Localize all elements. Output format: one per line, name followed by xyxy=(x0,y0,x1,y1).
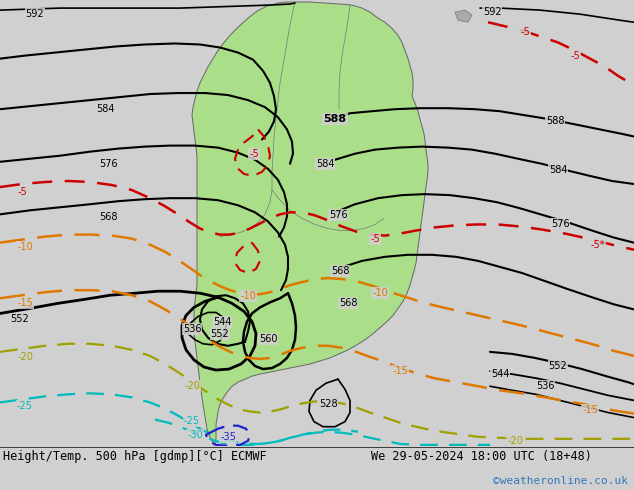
Text: -10: -10 xyxy=(240,291,256,301)
Text: -5: -5 xyxy=(520,27,530,37)
Polygon shape xyxy=(192,2,428,445)
Text: 560: 560 xyxy=(259,334,277,343)
Text: 544: 544 xyxy=(213,317,231,326)
Text: 576: 576 xyxy=(99,159,117,169)
Text: -10: -10 xyxy=(17,242,33,252)
Text: 552: 552 xyxy=(210,329,230,339)
Text: 588: 588 xyxy=(323,114,347,124)
Text: 576: 576 xyxy=(551,220,569,229)
Text: -25: -25 xyxy=(184,416,200,426)
Text: -20: -20 xyxy=(17,352,33,362)
Text: -5*: -5* xyxy=(591,240,605,250)
Text: 568: 568 xyxy=(99,212,117,222)
Polygon shape xyxy=(455,10,472,22)
Text: -5: -5 xyxy=(370,234,380,244)
Text: -15: -15 xyxy=(392,366,408,376)
Text: -20: -20 xyxy=(184,381,200,391)
Text: -25: -25 xyxy=(17,401,33,412)
Text: 584: 584 xyxy=(96,104,114,114)
Text: Height/Temp. 500 hPa [gdmp][°C] ECMWF: Height/Temp. 500 hPa [gdmp][°C] ECMWF xyxy=(3,450,267,463)
Text: ©weatheronline.co.uk: ©weatheronline.co.uk xyxy=(493,476,628,486)
Text: We 29-05-2024 18:00 UTC (18+48): We 29-05-2024 18:00 UTC (18+48) xyxy=(371,450,592,463)
Text: 528: 528 xyxy=(319,399,337,410)
Text: 568: 568 xyxy=(331,266,349,276)
Text: -20: -20 xyxy=(507,436,523,446)
Text: 584: 584 xyxy=(316,159,334,169)
Text: -5: -5 xyxy=(17,187,27,197)
Text: 592: 592 xyxy=(482,7,501,17)
Text: -30: -30 xyxy=(187,430,203,440)
Text: 552: 552 xyxy=(11,314,29,323)
Text: 536: 536 xyxy=(536,381,554,391)
Text: 576: 576 xyxy=(328,210,347,221)
Text: 592: 592 xyxy=(26,9,44,19)
Text: -5: -5 xyxy=(249,148,259,159)
Text: -10: -10 xyxy=(372,288,388,298)
Text: 584: 584 xyxy=(549,165,567,175)
Text: -15: -15 xyxy=(17,298,33,308)
Text: 552: 552 xyxy=(548,361,567,371)
Text: -35: -35 xyxy=(220,432,236,442)
Text: 536: 536 xyxy=(183,323,201,334)
Text: 544: 544 xyxy=(491,369,509,379)
Text: 588: 588 xyxy=(546,116,564,126)
Text: -5: -5 xyxy=(570,50,580,61)
Text: -15: -15 xyxy=(582,405,598,415)
Text: 568: 568 xyxy=(339,298,357,308)
